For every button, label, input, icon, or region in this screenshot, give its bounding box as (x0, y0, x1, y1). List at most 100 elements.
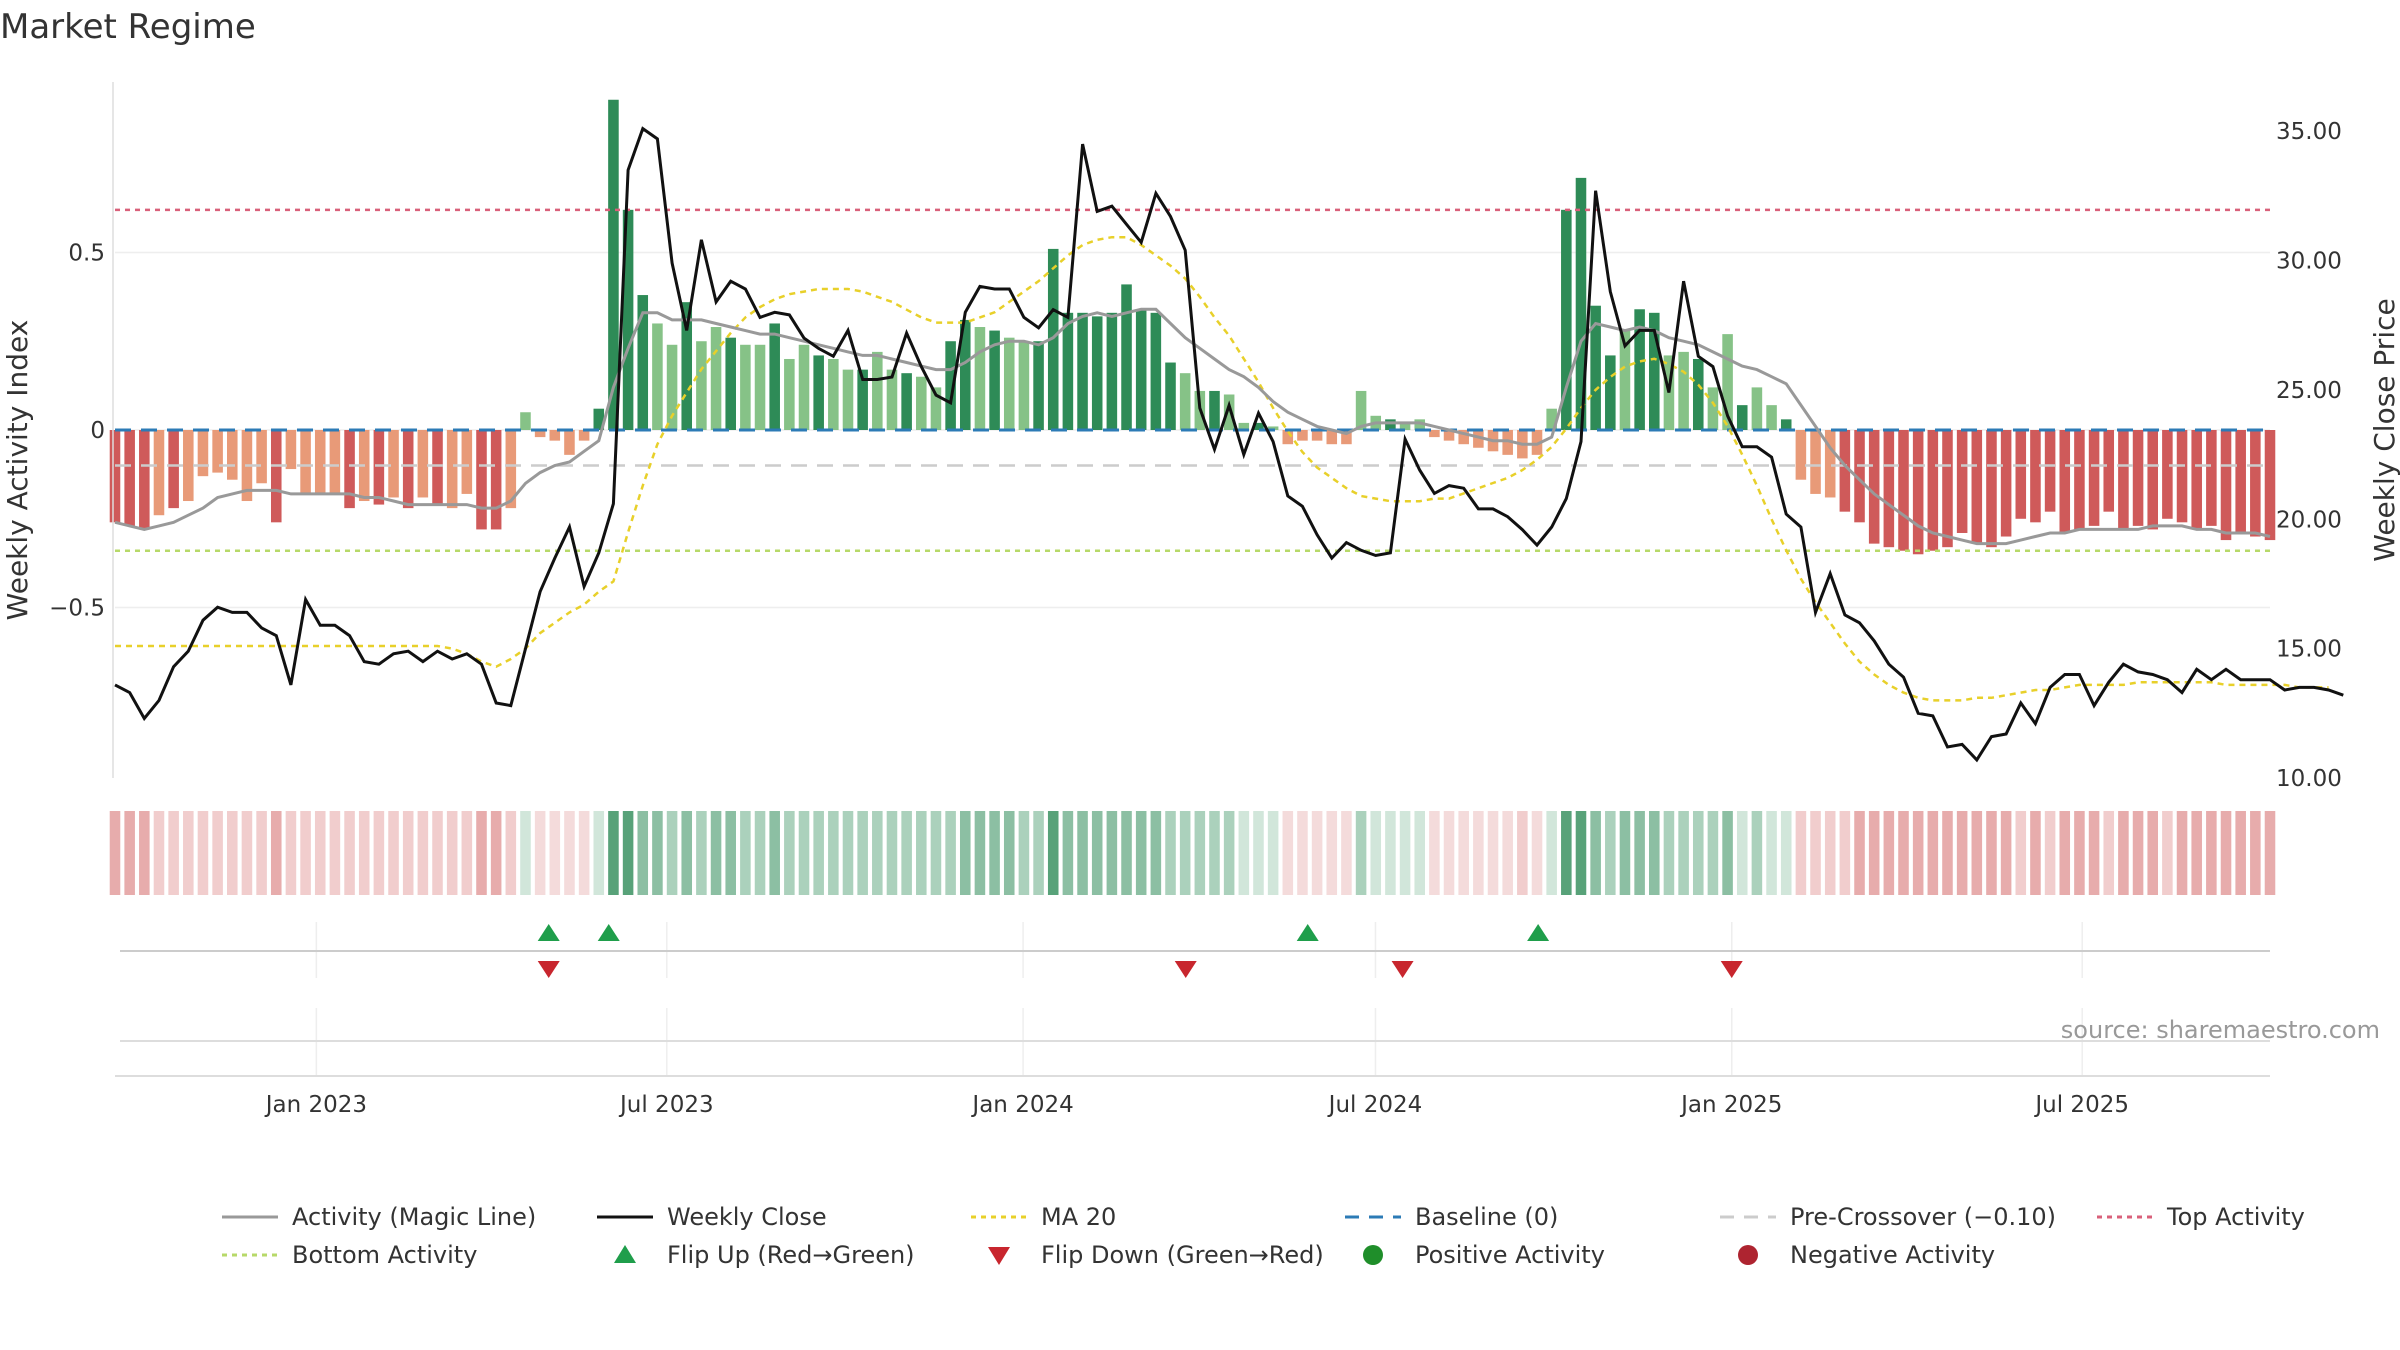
activity-bar (534, 430, 546, 438)
regime-strip-cell (1912, 811, 1924, 895)
activity-bar (2059, 430, 2071, 533)
activity-bar (285, 430, 297, 470)
activity-bar (784, 358, 795, 430)
y-right-tick-label: 10.00 (2276, 766, 2342, 792)
activity-bar (666, 344, 678, 430)
regime-strip-cell (1018, 811, 1030, 895)
regime-strip-cell (1179, 811, 1191, 895)
activity-bar (622, 209, 634, 430)
regime-strip-cell (2059, 811, 2071, 895)
activity-bar (402, 430, 414, 509)
chart-title: Market Regime (0, 7, 256, 47)
activity-bar (1575, 177, 1587, 430)
regime-strip-cell (373, 811, 385, 895)
regime-strip-cell (1883, 811, 1895, 895)
activity-bar (1531, 430, 1543, 455)
regime-strip-cell (1942, 811, 1953, 895)
regime-strip-cell (1311, 811, 1323, 895)
flip-up-marker (537, 924, 560, 941)
regime-strip-cell (256, 811, 267, 895)
regime-strip-cell (916, 811, 927, 895)
regime-strip-cell (1810, 811, 1821, 895)
activity-bar (2235, 430, 2246, 533)
activity-bar (945, 341, 956, 430)
y-right-tick-label: 30.00 (2276, 249, 2342, 275)
regime-strip-cell (725, 811, 736, 895)
regime-strip-cell (1443, 811, 1455, 895)
activity-bar (1311, 430, 1323, 441)
regime-strip-cell (139, 811, 150, 895)
activity-bar (1429, 430, 1440, 438)
legend-swatch (1363, 1245, 1383, 1265)
regime-strip-cell (1341, 811, 1352, 895)
activity-bar (124, 430, 135, 526)
regime-strip-cell (1795, 811, 1807, 895)
activity-bar (1355, 390, 1367, 430)
regime-strip-cell (608, 811, 619, 895)
activity-bar (1722, 334, 1733, 430)
activity-bar (1326, 430, 1338, 445)
regime-strip-cell (2044, 811, 2056, 895)
regime-strip-cell (2264, 811, 2276, 895)
regime-strip-cell (2030, 811, 2041, 895)
regime-strip-cell (1649, 811, 1660, 895)
activity-bar (1223, 394, 1235, 430)
activity-bar (1839, 430, 1851, 512)
regime-strip-cell (666, 811, 678, 895)
activity-bar (520, 412, 531, 430)
activity-bar (197, 430, 209, 477)
regime-strip-cell (1209, 811, 1220, 895)
activity-bar (2264, 430, 2276, 541)
activity-bar (1927, 430, 1939, 551)
regime-strip-cell (1135, 811, 1147, 895)
activity-bar (1282, 430, 1294, 445)
activity-bar (1810, 430, 1821, 494)
regime-strip-cell (2000, 811, 2012, 895)
regime-strip-cell (1766, 811, 1777, 895)
regime-strip-cell (1355, 811, 1367, 895)
x-tick-label: Jul 2024 (1327, 1092, 1423, 1118)
activity-bar (270, 430, 282, 523)
activity-bar (1868, 430, 1880, 544)
flip-up-marker (1296, 924, 1319, 941)
regime-strip-cell (1707, 811, 1719, 895)
activity-bar (2176, 430, 2188, 523)
axes: 0.5 0 −0.5 35.00 30.00 25.00 20.00 15.00 10.00 Ja… (49, 82, 2342, 1118)
legend-swatch (614, 1245, 636, 1263)
regime-strip-cell (183, 811, 194, 895)
regime-strip-cell (270, 811, 282, 895)
regime-strip-cell (1605, 811, 1616, 895)
regime-strip-cell (1692, 811, 1704, 895)
activity-bar (109, 430, 121, 523)
activity-bar (1385, 419, 1396, 430)
ma20-line (115, 235, 2329, 702)
activity-bar (1692, 358, 1704, 430)
activity-bar (2000, 430, 2012, 537)
regime-strip-cell (1634, 811, 1645, 895)
activity-bar (1883, 430, 1895, 548)
legend-item: Pre-Crossover (−0.10) (1720, 1203, 2056, 1231)
legend-item: Activity (Magic Line) (222, 1203, 536, 1231)
activity-bar (1399, 422, 1411, 430)
gridlines (115, 251, 2270, 1076)
activity-bar (1956, 430, 1968, 533)
regime-strip-cell (828, 811, 839, 895)
regime-strip-cell (1971, 811, 1983, 895)
regime-strip-cell (1868, 811, 1880, 895)
regime-strip-cell (1678, 811, 1689, 895)
regime-strip-cell (989, 811, 1000, 895)
activity-bar (901, 373, 912, 430)
activity-bar (1971, 430, 1983, 544)
activity-bar (564, 430, 575, 455)
regime-strip-cell (1399, 811, 1411, 895)
regime-strip-cell (432, 811, 443, 895)
regime-strip-cell (388, 811, 399, 895)
regime-strip-cell (1517, 811, 1528, 895)
regime-strip-cell (842, 811, 854, 895)
regime-strip-cell (1531, 811, 1543, 895)
activity-bar (959, 319, 971, 430)
regime-strip-cell (314, 811, 326, 895)
regime-strip-cell (2088, 811, 2100, 895)
regime-strip-cell (1062, 811, 1074, 895)
activity-bar (828, 358, 839, 430)
